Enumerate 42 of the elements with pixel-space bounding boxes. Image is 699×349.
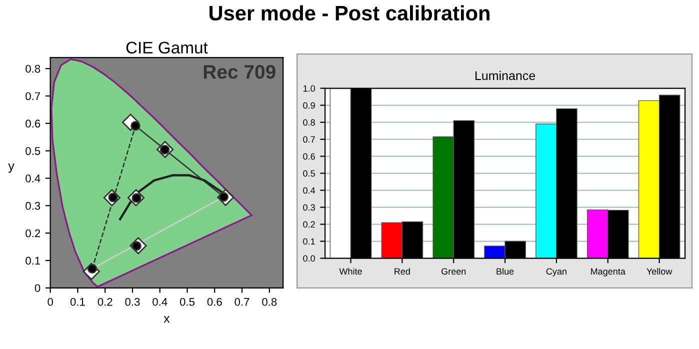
y-tick-label: 0.2 (303, 221, 315, 228)
x-tick-label: 0.5 (180, 298, 195, 306)
y-tick-label: 0.8 (26, 64, 40, 73)
x-tick-label: Green (442, 268, 466, 275)
y-tick-label: 0.5 (303, 170, 315, 177)
x-tick-label: 0.1 (70, 298, 85, 306)
y-tick-label: 0.4 (26, 174, 40, 182)
x-tick-label: Yellow (646, 268, 672, 275)
x-tick-label: Red (394, 268, 410, 275)
x-axis-title: x (164, 316, 170, 323)
x-tick-label: Blue (496, 268, 514, 275)
y-tick-label: 1.0 (303, 85, 315, 92)
chart-subtitle: CIE Gamut (126, 42, 208, 54)
x-tick-label: White (339, 268, 362, 275)
y-tick-label: 0.7 (26, 92, 40, 100)
y-tick-label: 0.8 (303, 119, 315, 126)
annotation: Rec 709 (204, 65, 276, 79)
x-tick-label: 0.8 (262, 298, 277, 306)
y-tick-label: 0 (34, 284, 40, 292)
y-tick-label: 0.6 (26, 120, 40, 128)
text: User mode - Post calibration (210, 5, 490, 21)
y-tick-label: 0.1 (26, 256, 40, 265)
x-tick-label: 0.4 (152, 298, 168, 306)
y-tick-label: 0.7 (303, 136, 315, 143)
y-tick-label: 0.2 (26, 229, 40, 238)
chart-title: Luminance (475, 70, 536, 80)
x-tick-label: 0.6 (207, 298, 222, 306)
y-axis-title: y (8, 164, 14, 173)
x-tick-label: 0.2 (98, 298, 112, 306)
x-tick-label: Magenta (591, 268, 626, 276)
y-tick-label: 0.4 (303, 187, 316, 194)
y-tick-label: 0.5 (26, 147, 40, 155)
x-tick-label: 0 (48, 298, 53, 306)
x-tick-label: Cyan (546, 268, 566, 276)
x-tick-label: 0.3 (125, 298, 140, 306)
y-tick-label: 0.6 (303, 153, 315, 160)
y-tick-label: 0.9 (303, 102, 315, 109)
y-tick-label: 0.3 (303, 204, 315, 211)
x-tick-label: 0.7 (234, 298, 250, 306)
y-tick-label: 0.0 (303, 255, 315, 262)
y-tick-label: 0.1 (303, 238, 315, 245)
y-tick-label: 0.3 (26, 202, 40, 210)
